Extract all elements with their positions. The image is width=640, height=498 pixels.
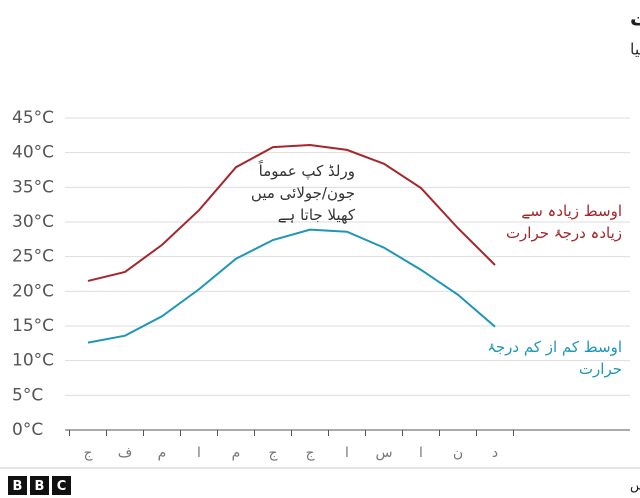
x-tick-label: م (158, 445, 167, 461)
x-tick-label: ف (118, 445, 133, 461)
y-tick-label: 35°C (12, 177, 54, 197)
x-tick-label: س (375, 445, 392, 461)
source: ذریعہ: ویدر ایٹلس (630, 479, 640, 494)
annotation-line: کھیلا جاتا ہے (277, 206, 355, 224)
logo-box (30, 476, 49, 495)
x-tick-label: ا (419, 445, 423, 461)
y-tick-label: 45°C (12, 108, 54, 128)
chart-subtitle: شدید گرمی کی وجہ سے ورلڈ کپ نومبر میں من… (630, 40, 640, 60)
x-tick-label: ج (305, 445, 315, 461)
logo-box (8, 476, 27, 495)
x-tick-label: ن (453, 445, 463, 461)
line (87, 144, 496, 282)
y-tick-label: 15°C (12, 316, 54, 336)
y-tick-label: 0°C (12, 420, 43, 440)
series-label: اوسط کم از کم درجۂ حرارت (487, 338, 622, 378)
chart-title: دوحہ، قطر میں اوسط درجۂ حرارت (630, 7, 640, 31)
x-tick-label: ج (268, 445, 278, 461)
line (87, 228, 496, 344)
y-tick-label: 20°C (12, 281, 54, 301)
x-tick-label: ا (345, 445, 349, 461)
x-tick-label: ج (83, 445, 93, 461)
logo-letter: B (35, 479, 45, 494)
logo-letter: C (57, 479, 67, 494)
y-tick-label: 25°C (12, 247, 54, 267)
annotation-line: ورلڈ کپ عموماً (258, 162, 355, 180)
x-tick-label: م (232, 445, 241, 461)
annotation: ورلڈ کپ عموماً جون/جولائی میں کھیلا جاتا ہ… (215, 160, 355, 226)
x-tick-label: ا (197, 445, 201, 461)
logo-box (52, 476, 71, 495)
y-tick-label: 5°C (12, 385, 43, 405)
series-label: اوسط زیادہ سے زیادہ درجۂ حرارت (505, 202, 622, 242)
y-tick-label: 30°C (12, 212, 54, 232)
y-tick-label: 10°C (12, 351, 54, 371)
annotation-line: جون/جولائی میں (250, 184, 355, 202)
x-tick-label: د (492, 445, 498, 461)
y-tick-label: 40°C (12, 143, 54, 163)
logo-letter: B (13, 479, 23, 494)
